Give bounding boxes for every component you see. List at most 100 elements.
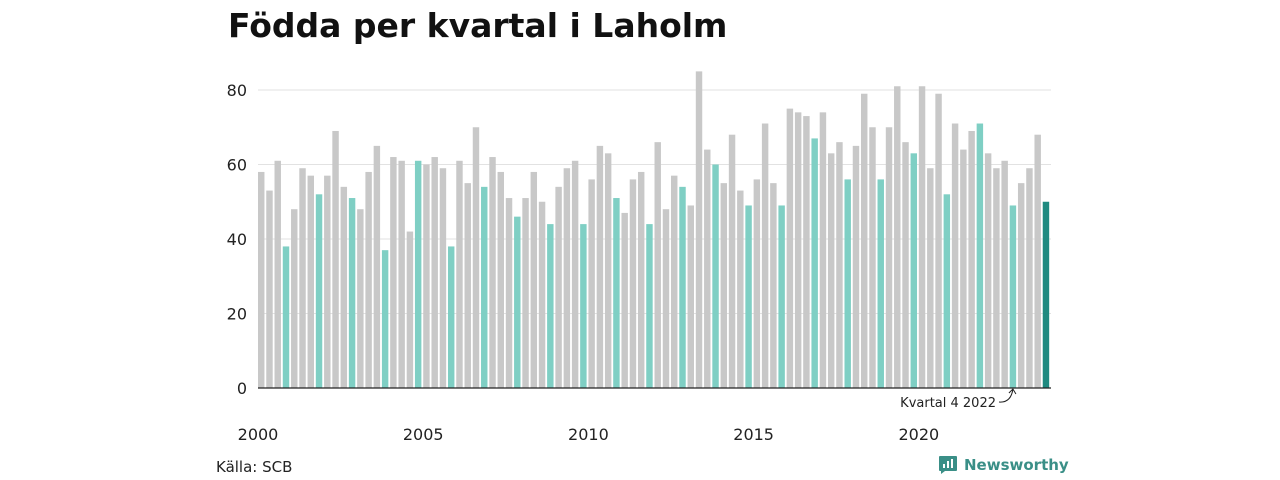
annotation-label: Kvartal 4 2022 xyxy=(900,396,996,411)
bar xyxy=(770,183,777,389)
bar xyxy=(588,179,595,388)
bar xyxy=(381,250,389,388)
bar xyxy=(654,142,661,388)
brand-logo: Newsworthy xyxy=(938,455,1069,475)
bar xyxy=(902,142,909,388)
bar xyxy=(679,186,686,388)
x-tick-label: 2020 xyxy=(898,425,939,444)
bar xyxy=(596,145,604,389)
bar xyxy=(671,175,678,388)
bar xyxy=(398,160,405,388)
bar xyxy=(514,216,521,388)
y-tick-label: 80 xyxy=(227,81,247,100)
bar xyxy=(472,127,480,388)
x-tick-label: 2010 xyxy=(568,425,609,444)
x-tick-label: 2000 xyxy=(238,425,279,444)
bar xyxy=(307,175,314,388)
bar xyxy=(580,224,587,388)
bar xyxy=(753,179,761,388)
bar xyxy=(836,142,843,388)
bar xyxy=(406,231,414,388)
bar xyxy=(704,149,711,388)
bar xyxy=(662,209,670,388)
bar xyxy=(869,127,876,388)
bar xyxy=(332,130,339,388)
bar xyxy=(844,179,851,388)
y-tick-label: 20 xyxy=(227,305,247,324)
bar xyxy=(299,168,306,388)
bar xyxy=(894,86,901,389)
bar xyxy=(447,246,455,388)
bar xyxy=(348,198,356,388)
x-tick-label: 2015 xyxy=(733,425,774,444)
y-tick-label: 60 xyxy=(227,156,247,175)
bar xyxy=(951,123,959,389)
bar xyxy=(960,149,967,388)
annotation: Kvartal 4 2022 xyxy=(900,388,1017,411)
bar xyxy=(943,194,951,388)
bar xyxy=(646,224,653,388)
bar xyxy=(852,145,860,389)
annotation-arrow xyxy=(998,388,1017,403)
bar xyxy=(390,157,397,388)
bar xyxy=(563,168,571,388)
bar xyxy=(877,179,884,388)
bar xyxy=(778,205,785,388)
bar xyxy=(968,130,975,388)
bar xyxy=(489,157,496,388)
bar xyxy=(918,86,926,389)
bar xyxy=(431,157,438,388)
bar xyxy=(357,209,364,388)
bar xyxy=(373,145,381,389)
bar xyxy=(761,123,769,389)
bar xyxy=(1026,168,1033,388)
bar xyxy=(637,171,645,388)
bar xyxy=(555,186,562,388)
bar xyxy=(423,164,430,388)
newsworthy-logo-icon xyxy=(939,456,957,474)
bar xyxy=(984,153,992,388)
bar xyxy=(1042,201,1050,388)
bar xyxy=(794,112,802,388)
bar xyxy=(456,160,463,388)
bar xyxy=(1001,160,1008,388)
bar xyxy=(695,71,703,389)
bar xyxy=(497,171,504,388)
bar xyxy=(481,186,488,388)
bar xyxy=(538,201,546,388)
bar xyxy=(464,183,471,389)
bar xyxy=(1034,134,1041,388)
bar xyxy=(687,205,694,388)
bar xyxy=(712,164,719,388)
bar xyxy=(365,171,372,388)
bar xyxy=(315,194,323,388)
x-axis-ticks: 2000 2005 2010 2015 2020 xyxy=(238,425,940,444)
bar xyxy=(910,153,918,388)
bar xyxy=(993,168,1000,388)
bar xyxy=(935,93,942,388)
bar xyxy=(439,168,447,388)
bar xyxy=(827,153,835,388)
bar xyxy=(621,212,628,388)
y-tick-label: 0 xyxy=(237,379,247,398)
bar xyxy=(811,138,818,388)
bar xyxy=(976,123,984,389)
bar xyxy=(604,153,612,388)
bar xyxy=(1017,183,1025,389)
bar xyxy=(274,160,281,388)
bar xyxy=(266,190,273,388)
bar xyxy=(613,198,620,388)
bar xyxy=(282,246,290,388)
bar xyxy=(927,168,934,388)
bar xyxy=(340,186,348,388)
y-axis-ticks: 0 20 40 60 80 xyxy=(227,81,247,398)
bar xyxy=(414,160,422,388)
bar xyxy=(571,160,579,388)
bar xyxy=(522,198,529,388)
bar xyxy=(291,209,298,388)
bar xyxy=(1009,205,1017,388)
bar xyxy=(720,183,728,389)
source-label: Källa: SCB xyxy=(216,458,293,476)
y-tick-label: 40 xyxy=(227,230,247,249)
